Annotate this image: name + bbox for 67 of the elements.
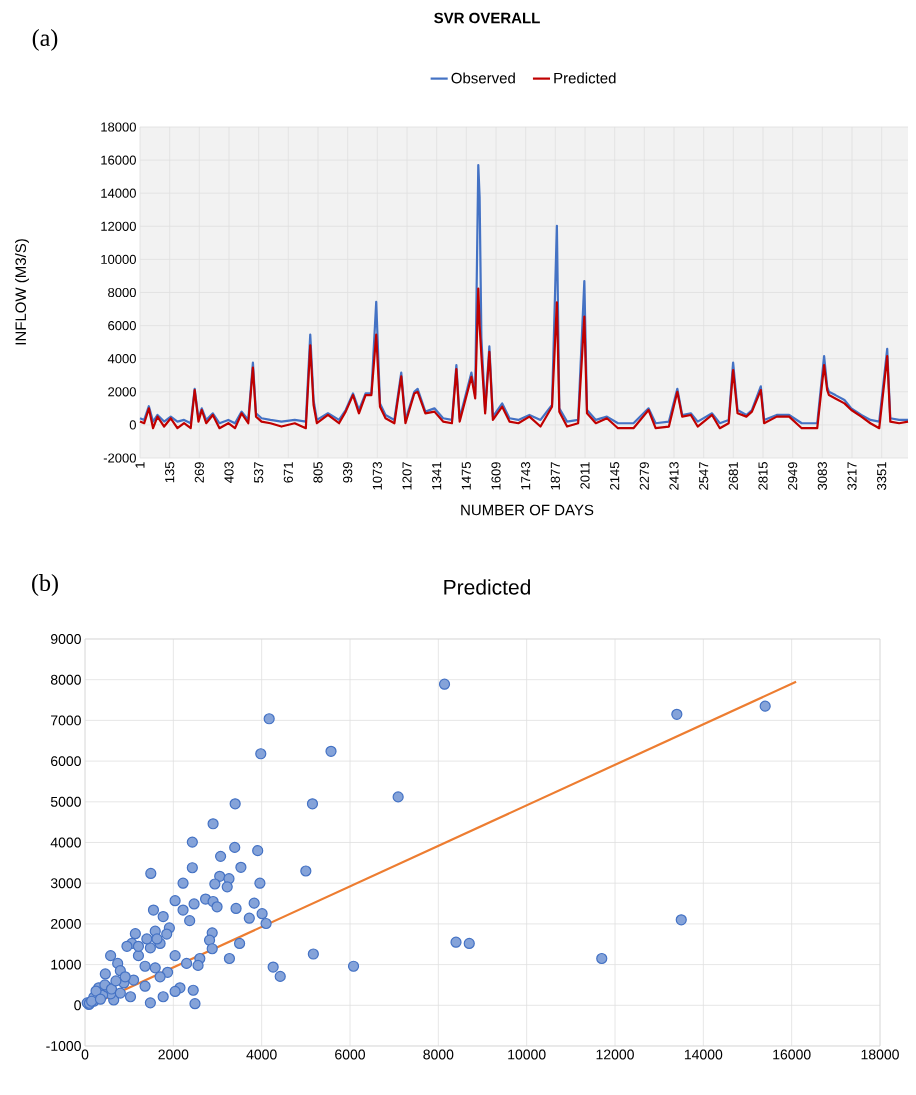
x-tick-label: 3217: [847, 462, 857, 490]
x-tick-label: 1743: [521, 462, 531, 490]
line-series: [138, 287, 910, 430]
x-tick-label: 1: [135, 462, 145, 468]
x-tick-label: 537: [254, 462, 264, 483]
x-tick-label: 3351: [877, 462, 887, 490]
x-axis-title: NUMBER OF DAYS: [461, 504, 594, 516]
x-tick-label: 1475: [461, 462, 471, 490]
x-tick-label: 671: [283, 462, 293, 483]
x-tick-label: 1207: [402, 462, 412, 490]
y-tick-label: 14000: [101, 188, 136, 198]
x-tick-label: 2815: [758, 462, 768, 490]
x-tick-label: 16000: [773, 1049, 811, 1060]
y-axis-title: INFLOW (M3/S): [15, 239, 29, 345]
y-tick-label: 8000: [50, 674, 81, 685]
y-tick-label: 4000: [107, 354, 136, 364]
y-tick-label: 18000: [101, 122, 136, 132]
x-tick-label: 403: [224, 462, 234, 483]
chart-title: SVR OVERALL: [434, 12, 540, 24]
text: (b): [32, 574, 58, 596]
y-tick-label: -2000: [103, 453, 136, 463]
x-tick-label: 939: [343, 462, 353, 483]
text: (a): [32, 29, 58, 51]
legend-label: Predicted: [554, 72, 616, 84]
x-tick-label: 805: [313, 462, 323, 483]
chart-title: Predicted: [444, 579, 530, 595]
x-tick-label: 10000: [508, 1049, 546, 1060]
x-tick-label: 135: [165, 462, 175, 483]
y-tick-label: 6000: [108, 320, 136, 331]
y-tick-label: 16000: [101, 155, 136, 165]
x-tick-label: 8000: [423, 1049, 454, 1060]
y-tick-label: 12000: [101, 221, 136, 231]
x-tick-label: 12000: [596, 1049, 634, 1060]
x-tick-label: 2413: [669, 462, 679, 490]
y-tick-label: 2000: [108, 387, 136, 397]
x-tick-label: 269: [194, 462, 204, 483]
x-tick-label: 2011: [580, 462, 590, 489]
y-tick-label: 5000: [50, 796, 81, 807]
y-tick-label: 3000: [50, 878, 81, 889]
x-tick-label: 0: [81, 1049, 89, 1060]
x-tick-label: 6000: [335, 1049, 366, 1060]
y-tick-label: 0: [74, 1000, 81, 1011]
y-tick-label: 0: [129, 420, 136, 430]
x-tick-label: 2949: [788, 462, 798, 490]
x-tick-label: 2681: [728, 462, 738, 490]
legend-label: Observed: [451, 72, 515, 84]
y-tick-label: 1000: [51, 959, 81, 970]
x-tick-label: 1877: [550, 462, 560, 490]
x-tick-label: 1609: [491, 462, 501, 490]
x-tick-label: 14000: [684, 1049, 723, 1060]
x-tick-label: 2145: [610, 462, 620, 490]
y-tick-label: -1000: [46, 1041, 81, 1051]
y-tick-label: 2000: [51, 918, 81, 929]
y-tick-label: 9000: [50, 634, 81, 644]
y-tick-label: 8000: [108, 287, 136, 298]
x-tick-label: 2279: [639, 462, 649, 490]
y-tick-label: 6000: [51, 756, 81, 767]
y-tick-label: 7000: [51, 715, 81, 726]
x-tick-label: 2547: [699, 462, 709, 490]
x-tick-label: 18000: [861, 1049, 899, 1060]
x-tick-label: 1073: [372, 462, 382, 490]
y-tick-label: 4000: [50, 837, 81, 848]
y-tick-label: 10000: [101, 254, 136, 264]
x-tick-label: 2000: [158, 1049, 189, 1060]
x-tick-label: 1341: [432, 462, 442, 490]
x-tick-label: 3083: [817, 462, 827, 490]
x-tick-label: 4000: [246, 1049, 277, 1060]
